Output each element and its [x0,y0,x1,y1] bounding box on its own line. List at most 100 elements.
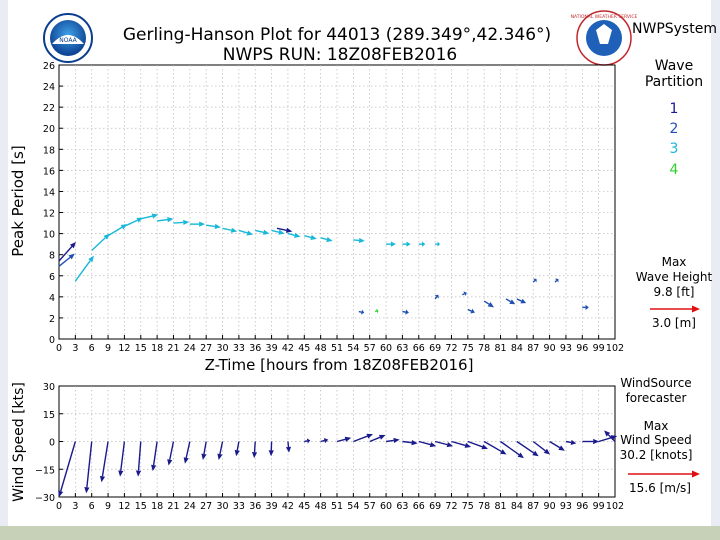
wave-arrow [435,241,441,247]
wind-xtick-label: 21 [167,501,179,512]
wave-arrow [374,308,379,314]
noaa-logo-icon: NOAA [43,13,93,63]
wave-xtick-label: 75 [462,343,474,354]
wave-ytick-label: 26 [43,61,55,72]
legend-partition-3: 3 [670,141,679,157]
wave-arrow [189,221,206,227]
wind-xtick-label: 93 [560,501,572,512]
wave-xtick-label: 42 [282,343,294,354]
wave-arrow [402,241,411,247]
wind-arrow [58,441,77,497]
wind-arrow [234,441,240,457]
wave-ytick-label: 0 [49,335,55,346]
wave-scale-arrow-icon [650,305,700,313]
wind-arrow [285,441,292,453]
wave-xtick-label: 81 [494,343,506,354]
wind-xtick-label: 102 [606,501,624,512]
wave-arrow [418,241,426,247]
wind-arrow [336,436,352,443]
wind-xtick-label: 63 [396,501,408,512]
wave-arrow [304,234,317,240]
wave-arrow [74,255,94,282]
noaa-logo-text: NOAA [59,37,77,44]
wave-xtick-label: 15 [135,343,147,354]
wave-ytick-label: 22 [43,103,55,114]
wave-ytick-label: 6 [49,272,55,283]
wind-arrow [99,441,109,483]
wave-ytick-label: 12 [43,209,55,220]
wind-arrow [369,434,386,443]
wind-xtick-label: 42 [282,501,294,512]
wind-arrow [451,440,472,448]
wind-arrow [201,441,207,460]
max-wind-ms: 15.6 [m/s] [629,481,691,495]
wave-arrow [434,294,439,300]
wind-arrow [353,433,373,443]
wind-arrow [500,440,524,459]
wave-ytick-label: 16 [43,166,55,177]
wind-source-value: forecaster [626,391,687,405]
wave-xtick-label: 48 [315,343,327,354]
wave-arrow [386,241,396,247]
wind-scale-arrow-icon [628,470,700,478]
wind-arrow [467,440,488,450]
wave-xtick-label: 72 [445,343,457,354]
wave-xtick-label: 3 [72,343,78,354]
wave-arrow [353,237,365,244]
wind-xtick-label: 15 [135,501,147,512]
top-y-axis-label: Peak Period [s] [9,145,27,256]
wave-xtick-label: 63 [396,343,408,354]
wind-ytick-label: 15 [43,410,55,421]
wave-arrow [467,308,475,314]
wave-xtick-label: 21 [167,343,179,354]
wave-arrow [276,227,293,233]
wind-xtick-label: 99 [593,501,605,512]
wave-xtick-label: 30 [216,343,228,354]
legend-title-wave: Wave [655,58,693,74]
bottom-strip [0,526,720,540]
wind-arrow [483,440,507,455]
wind-xtick-label: 54 [347,501,359,512]
wind-xtick-label: 69 [429,501,441,512]
wave-arrow [140,213,159,220]
wave-ytick-label: 4 [49,293,55,304]
wave-xtick-label: 99 [593,343,605,354]
wave-arrow [582,304,589,310]
right-border [711,0,720,526]
wave-arrow [462,291,467,297]
max-wave-height-ft: 9.8 [ft] [654,285,695,299]
wind-xtick-label: 30 [216,501,228,512]
legend-partition-4: 4 [670,162,679,178]
wind-arrow [304,438,311,444]
wind-arrow [402,440,418,446]
wind-source-label: WindSource [620,376,691,390]
wave-xtick-label: 51 [331,343,343,354]
wind-arrow [151,441,158,472]
left-border [0,0,8,526]
wave-xtick-label: 27 [200,343,212,354]
wind-xtick-label: 45 [298,501,310,512]
wave-ytick-label: 24 [43,82,55,93]
chart-title: Gerling-Hanson Plot for 44013 (289.349°,… [123,25,551,45]
chart-subtitle: NWPS RUN: 18Z08FEB2016 [223,45,457,65]
max-wave-height-label-2: Wave Height [636,270,713,284]
wind-xtick-label: 96 [576,501,588,512]
legend-title-partition: Partition [645,74,703,90]
nws-logo-text: NATIONAL WEATHER SERVICE [571,14,638,20]
wind-ytick-label: −15 [35,465,55,476]
wave-arrow [532,278,537,283]
wave-xtick-label: 66 [413,343,425,354]
wind-xtick-label: 27 [200,501,212,512]
wind-xtick-label: 78 [478,501,490,512]
wind-arrow [183,441,191,464]
wind-arrow [268,441,274,457]
wind-xtick-label: 12 [118,501,130,512]
wave-arrow [554,278,559,283]
wave-arrow [91,233,110,251]
legend-partition-2: 2 [670,121,679,137]
bottom-y-axis-label: Wind Speed [kts] [11,382,27,502]
wind-xtick-label: 81 [494,501,506,512]
wave-arrow [238,229,254,236]
wind-xtick-label: 51 [331,501,343,512]
